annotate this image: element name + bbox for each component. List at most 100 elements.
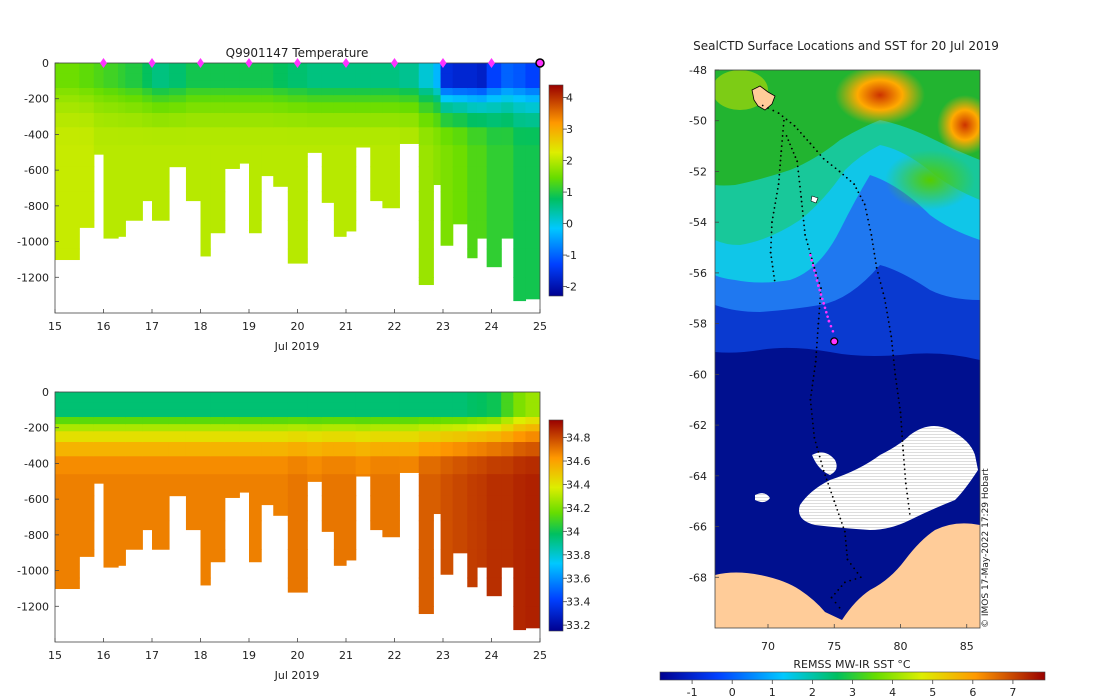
profile-cell-24-2	[382, 402, 400, 411]
profile-cell-5-1	[125, 67, 143, 75]
profile-cell-31-2	[476, 402, 488, 411]
sst-field	[715, 70, 980, 628]
track-point	[819, 293, 823, 296]
profile-cell-7-3	[152, 409, 170, 418]
profile-cell-8-0	[168, 63, 187, 69]
profile-cell-22-4	[355, 417, 371, 425]
profile-cell-0-1	[55, 67, 80, 75]
sst-colorbar-label: REMSS MW-IR SST °C	[793, 658, 911, 671]
colorbar-tick-label: -1	[566, 249, 577, 262]
track-point	[815, 272, 817, 274]
profile-cell-0-3	[55, 409, 80, 418]
track-point	[819, 154, 822, 156]
profile-cell-25-4	[399, 88, 420, 96]
profile-cell-27-0	[433, 63, 442, 69]
profile-cell-10-8	[200, 456, 211, 475]
profile-cell-24-7	[382, 113, 400, 128]
recent-track	[809, 253, 835, 333]
profile-cell-24-6	[382, 431, 400, 443]
profile-cell-21-5	[346, 95, 357, 103]
track-point	[775, 197, 778, 200]
profile-cell-0-7	[55, 442, 80, 457]
track-point	[773, 279, 776, 282]
profile-cell-15-9	[261, 145, 274, 168]
profile-cell-7-0	[152, 392, 170, 398]
track-point	[892, 354, 895, 357]
profile-cell-30-2	[467, 73, 478, 82]
track-point	[810, 257, 813, 260]
profile-cell-22-4	[355, 88, 371, 96]
profile-cell-7-3	[152, 80, 170, 89]
track-point	[859, 576, 862, 579]
profile-cell-9-2	[185, 73, 202, 82]
profile-cell-34-1	[513, 67, 527, 75]
track-point	[771, 221, 773, 224]
profile-cell-6-10	[142, 166, 153, 193]
profile-cell-33-5	[501, 95, 514, 103]
colorbar-tick-label: 3	[566, 123, 573, 136]
profile-cell-29-8	[452, 456, 468, 475]
profile-cell-17-1	[287, 67, 308, 75]
profile-cell-33-4	[501, 417, 514, 425]
profile-cell-24-3	[382, 80, 400, 89]
profile-cell-13-7	[239, 442, 250, 457]
y-tick-label: 0	[42, 386, 49, 399]
profile-cell-21-10	[346, 166, 357, 193]
track-point	[839, 517, 842, 520]
profile-cell-5-6	[125, 102, 143, 114]
profile-cell-17-3	[287, 409, 308, 418]
profile-cell-18-9	[307, 145, 323, 153]
profile-cell-26-1	[418, 67, 434, 75]
profile-cell-35-4	[525, 417, 540, 425]
profile-cell-29-5	[452, 424, 468, 432]
profile-cell-28-7	[440, 442, 454, 457]
profile-cell-20-1	[333, 396, 347, 404]
track-point	[891, 344, 894, 347]
profile-cell-34-12	[513, 549, 527, 579]
profile-cell-5-11	[125, 191, 143, 221]
track-point	[805, 238, 808, 241]
profile-cell-20-5	[333, 424, 347, 432]
profile-cell-24-11	[382, 520, 400, 538]
track-point	[844, 535, 847, 538]
profile-cell-31-3	[476, 80, 488, 89]
temperature-colorbar	[548, 84, 564, 297]
track-point	[769, 246, 772, 249]
profile-cell-20-6	[333, 102, 347, 114]
track-point	[906, 492, 909, 495]
profile-cell-31-8	[476, 127, 488, 146]
profile-cell-8-6	[168, 102, 187, 114]
profile-cell-9-8	[185, 127, 202, 146]
profile-cell-16-1	[273, 67, 289, 75]
profile-cell-4-6	[118, 102, 126, 114]
profile-cell-34-2	[513, 73, 527, 82]
profile-cell-26-4	[418, 417, 434, 425]
profile-cell-0-10	[55, 166, 80, 193]
profile-cell-24-6	[382, 102, 400, 114]
profile-cell-20-8	[333, 456, 347, 475]
track-point	[808, 248, 810, 250]
profile-cell-2-9	[93, 474, 105, 484]
profile-cell-22-2	[355, 402, 371, 411]
profile-cell-21-0	[346, 392, 357, 398]
profile-cell-3-10	[103, 495, 119, 522]
profile-cell-8-9	[168, 145, 187, 168]
profile-cell-20-1	[333, 67, 347, 75]
profile-cell-27-1	[433, 67, 442, 75]
profile-cell-15-8	[261, 456, 274, 475]
profile-cell-1-10	[79, 166, 95, 193]
profile-cell-8-7	[168, 113, 187, 128]
profile-cell-31-1	[476, 67, 488, 75]
profile-cell-2-6	[93, 431, 105, 443]
profile-cell-10-1	[200, 396, 211, 404]
profile-cell-17-11	[287, 520, 308, 550]
profile-cell-20-3	[333, 80, 347, 89]
salinity-profile-cells	[55, 392, 540, 631]
profile-cell-17-4	[287, 417, 308, 425]
track-point	[817, 322, 820, 325]
track-point	[904, 482, 907, 485]
profile-cell-20-3	[333, 409, 347, 418]
profile-cell-18-4	[307, 88, 323, 96]
profile-cell-35-0	[525, 392, 540, 398]
track-point	[855, 187, 858, 190]
